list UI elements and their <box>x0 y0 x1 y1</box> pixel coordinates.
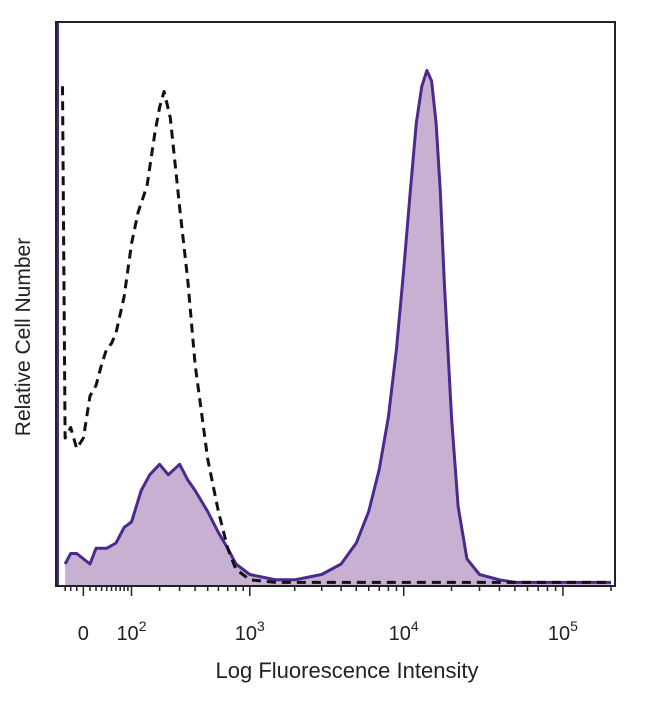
x-tick-label-base: 10 <box>389 623 411 645</box>
x-tick-label: 102 <box>116 618 146 645</box>
control-histogram-line <box>61 86 611 584</box>
x-tick-label-exponent: 2 <box>139 618 147 634</box>
x-tick-label-exponent: 5 <box>570 618 578 634</box>
x-tick-label-base: 10 <box>548 623 570 645</box>
x-tick-label: 103 <box>235 618 265 645</box>
stained-histogram-line <box>63 69 611 584</box>
x-tick-label-base: 10 <box>116 623 138 645</box>
x-axis-ticks: 0 102 103 104 105 <box>64 585 612 645</box>
x-tick-label: 0 <box>78 623 89 645</box>
series-layer <box>57 23 612 585</box>
x-tick-label-base: 0 <box>78 623 89 645</box>
x-tick-label-base: 10 <box>235 623 257 645</box>
x-tick-label: 105 <box>548 618 578 645</box>
y-axis-title: Relative Cell Number <box>12 238 35 436</box>
x-tick-label-exponent: 3 <box>257 618 265 634</box>
x-tick-label-exponent: 4 <box>411 618 419 634</box>
x-tick-label: 104 <box>389 618 419 645</box>
x-axis-title: Log Fluorescence Intensity <box>216 658 479 683</box>
